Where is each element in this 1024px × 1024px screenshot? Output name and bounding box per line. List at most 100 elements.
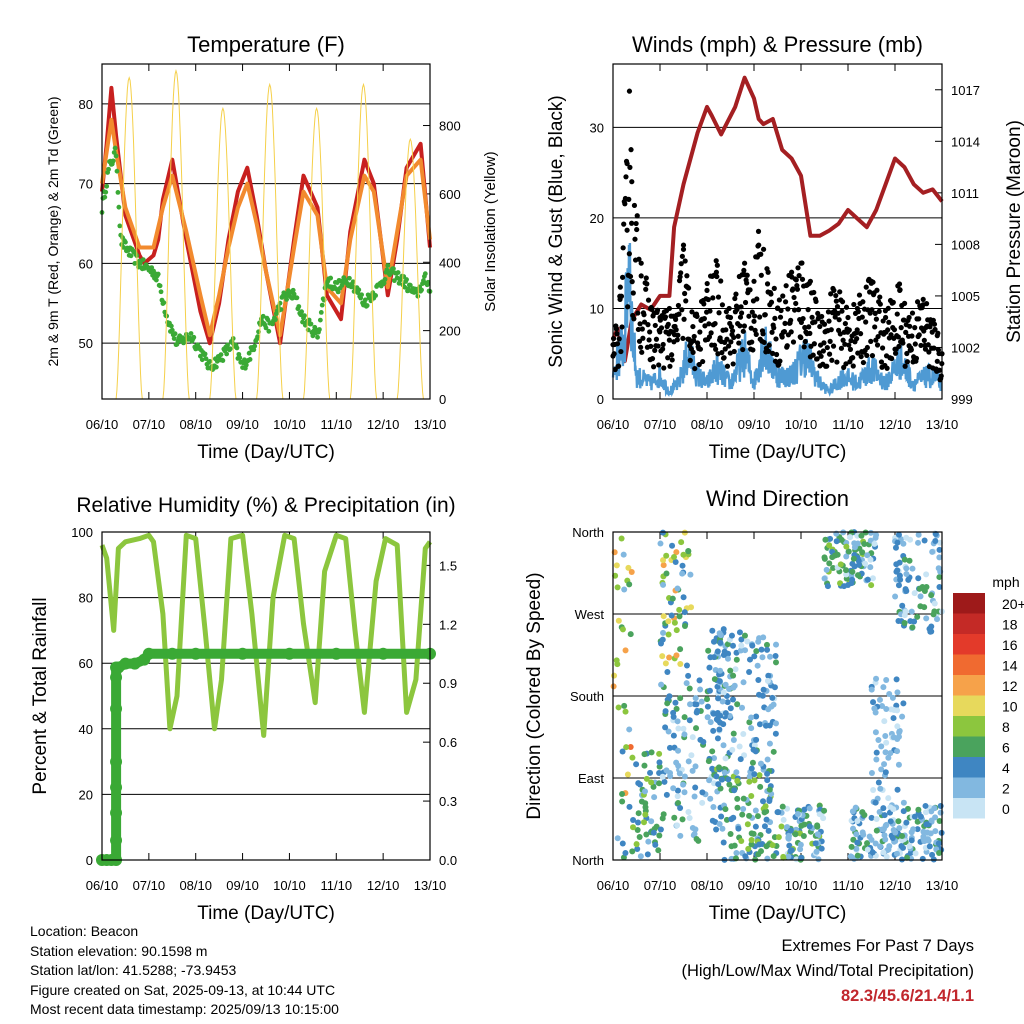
- direction-point: [908, 608, 915, 615]
- gust-point: [773, 336, 779, 342]
- direction-point: [619, 626, 626, 633]
- direction-point: [674, 585, 681, 592]
- direction-point: [875, 737, 882, 744]
- direction-point: [699, 799, 706, 806]
- gust-point: [814, 356, 820, 362]
- direction-point: [704, 714, 711, 721]
- gust-point: [785, 306, 791, 312]
- direction-point: [854, 839, 861, 846]
- direction-point: [873, 816, 880, 823]
- x-tick-label: 12/10: [879, 417, 912, 432]
- rainfall-point: [119, 657, 132, 670]
- direction-point: [909, 565, 916, 572]
- dewpoint-point: [404, 277, 409, 282]
- direction-point: [614, 835, 621, 842]
- gust-point: [658, 325, 665, 331]
- direction-point: [657, 826, 664, 833]
- gust-point: [885, 327, 891, 333]
- dewpoint-point: [308, 321, 314, 327]
- direction-point: [907, 849, 914, 856]
- dewpoint-point: [161, 300, 167, 306]
- direction-point: [780, 854, 787, 861]
- gust-point: [820, 348, 826, 354]
- direction-point: [871, 705, 878, 712]
- direction-point: [656, 759, 663, 766]
- direction-point: [678, 539, 685, 546]
- direction-point: [634, 845, 641, 852]
- direction-point: [915, 539, 922, 546]
- gust-point: [694, 313, 700, 320]
- direction-point: [716, 821, 723, 828]
- direction-point: [887, 818, 894, 825]
- direction-point: [895, 761, 902, 768]
- gust-point: [833, 292, 839, 299]
- direction-point: [667, 773, 674, 780]
- gust-point: [821, 340, 827, 346]
- direction-point: [611, 672, 618, 679]
- direction-point: [917, 813, 924, 820]
- legend-swatch: [953, 675, 985, 696]
- direction-point: [670, 732, 677, 739]
- direction-point: [766, 740, 773, 747]
- direction-point: [613, 562, 620, 569]
- y-right-tick-label: 0: [439, 392, 446, 407]
- dewpoint-point: [237, 355, 243, 361]
- relative-humidity-line: [99, 532, 433, 738]
- gust-point: [687, 357, 693, 363]
- gust-point: [623, 174, 629, 180]
- direction-point: [707, 719, 714, 726]
- gust-point: [864, 344, 870, 351]
- direction-point: [619, 798, 626, 805]
- gust-point: [712, 320, 718, 327]
- rainfall-point: [377, 647, 390, 660]
- direction-point: [912, 850, 919, 857]
- gust-point: [727, 314, 734, 321]
- gust-point: [728, 339, 734, 345]
- dewpoint-point: [306, 317, 312, 323]
- direction-point: [689, 767, 696, 774]
- direction-point: [625, 564, 632, 571]
- gust-point: [875, 333, 881, 340]
- direction-point: [911, 813, 918, 820]
- direction-point: [751, 742, 758, 749]
- direction-point: [820, 815, 827, 822]
- gust-point: [768, 299, 775, 305]
- gust-point: [760, 331, 766, 337]
- direction-point: [868, 814, 875, 821]
- gust-point: [611, 351, 617, 357]
- direction-point: [664, 700, 671, 707]
- direction-point: [914, 826, 921, 833]
- gust-point: [697, 346, 704, 352]
- dewpoint-point: [395, 270, 401, 275]
- gust-point: [671, 323, 677, 330]
- gust-point: [884, 365, 890, 371]
- gust-point: [817, 323, 823, 330]
- dewpoint-point: [315, 334, 320, 340]
- direction-point: [900, 799, 907, 806]
- direction-point: [871, 540, 878, 547]
- direction-point: [887, 750, 894, 757]
- gust-point: [673, 316, 679, 322]
- direction-point: [827, 535, 834, 542]
- direction-point: [734, 777, 741, 784]
- dewpoint-point: [117, 223, 123, 229]
- gust-point: [624, 227, 630, 233]
- gust-point: [936, 367, 943, 373]
- direction-point: [896, 825, 903, 832]
- gust-point: [843, 361, 849, 367]
- dewpoint-point: [362, 297, 368, 303]
- direction-point: [620, 551, 627, 558]
- gust-point: [621, 221, 627, 227]
- direction-point: [920, 835, 927, 842]
- legend-swatch: [953, 593, 985, 614]
- direction-point: [764, 777, 771, 784]
- x-axis-label: Time (Day/UTC): [197, 442, 335, 463]
- direction-point: [669, 595, 676, 602]
- direction-point: [763, 816, 770, 823]
- direction-point: [664, 669, 671, 676]
- gust-point: [860, 359, 867, 366]
- direction-point: [890, 806, 897, 813]
- direction-point: [746, 778, 753, 785]
- direction-point: [892, 544, 899, 551]
- gust-point: [729, 328, 736, 334]
